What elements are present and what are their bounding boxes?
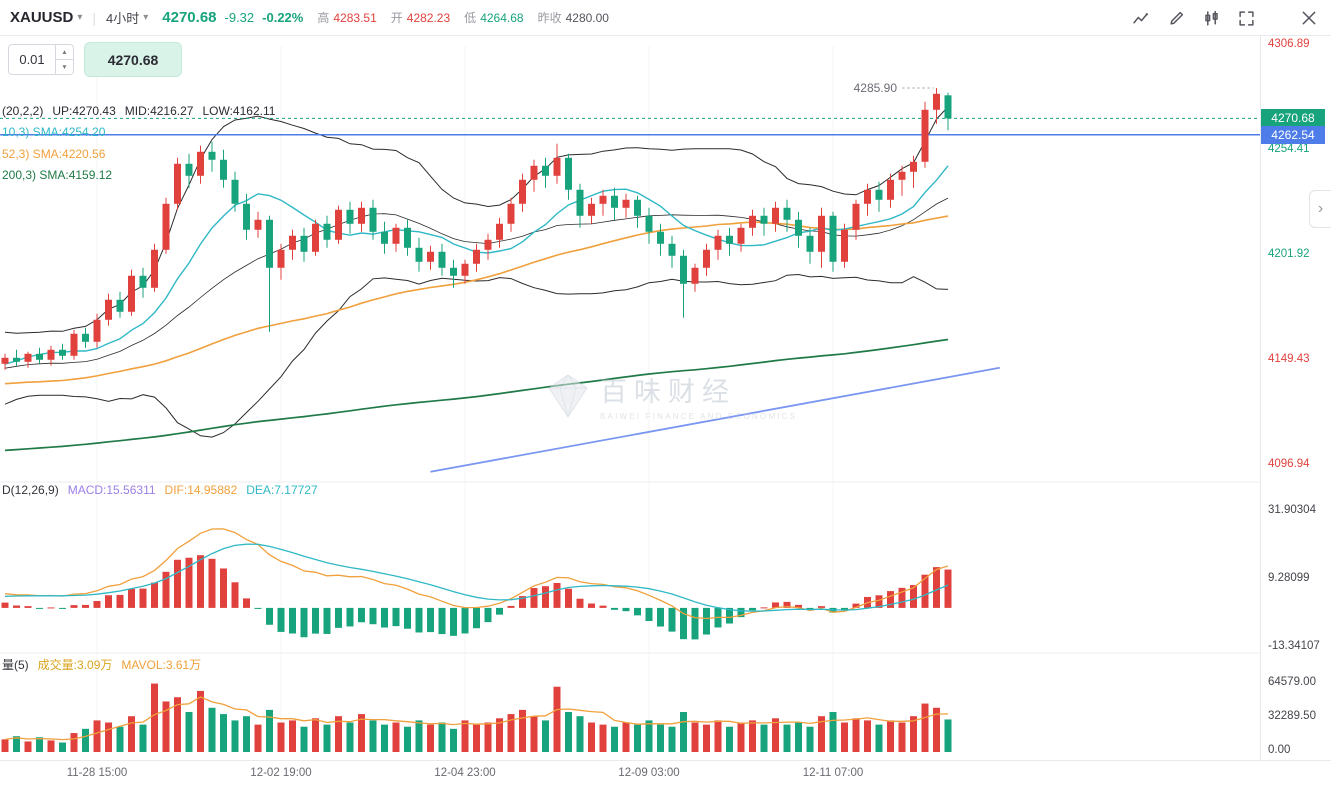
low-value: 4264.68 xyxy=(480,11,524,25)
selected-price-badge: 4262.54 xyxy=(1261,126,1325,144)
prev-close-label: 昨收 xyxy=(537,11,562,25)
macd-axis-label: 9.28099 xyxy=(1268,571,1310,584)
macd-axis-label: -13.34107 xyxy=(1268,640,1320,652)
panel-expand-tab[interactable]: › xyxy=(1309,190,1331,228)
price-axis-label: 4201.92 xyxy=(1268,247,1310,260)
topbar-actions xyxy=(1131,0,1319,36)
last-price: 4270.68 xyxy=(162,9,217,26)
time-axis-label: 12-11 07:00 xyxy=(802,767,864,779)
price-axis-label: 4149.43 xyxy=(1268,352,1310,365)
high-label: 高 xyxy=(317,11,330,25)
price-axis[interactable]: 4306.89 4254.41 4201.92 4149.43 4096.94 31.90… xyxy=(1260,36,1331,787)
last-price-badge: 4270.68 xyxy=(1261,109,1325,127)
volume-axis-label: 0.00 xyxy=(1268,744,1291,756)
close-icon[interactable] xyxy=(1299,8,1319,28)
chevron-right-icon: › xyxy=(1317,200,1324,217)
volume-axis-label: 64579.00 xyxy=(1268,675,1316,688)
stat-open: 开 4282.23 xyxy=(391,9,450,26)
indicator-icon[interactable] xyxy=(1131,8,1151,28)
time-axis-label: 12-09 03:00 xyxy=(618,767,680,779)
compare-icon[interactable] xyxy=(1201,8,1221,28)
price-change: -9.32 xyxy=(224,10,255,25)
time-axis-label: 12-04 23:00 xyxy=(434,767,496,779)
low-label: 低 xyxy=(464,11,477,25)
step-down-icon[interactable]: ▼ xyxy=(61,63,68,71)
draw-icon[interactable] xyxy=(1166,8,1186,28)
quantity-value[interactable]: 0.01 xyxy=(19,52,45,67)
open-label: 开 xyxy=(390,11,403,25)
high-value: 4283.51 xyxy=(333,11,377,25)
stat-high: 高 4283.51 xyxy=(317,9,376,26)
interval-label: 4小时 xyxy=(106,11,140,26)
chevron-down-icon: ▾ xyxy=(77,12,83,23)
stat-prev-close: 昨收 4280.00 xyxy=(538,9,609,26)
prev-close-value: 4280.00 xyxy=(565,11,609,25)
open-value: 4282.23 xyxy=(406,11,451,25)
time-axis-label: 11-28 15:00 xyxy=(66,767,128,779)
time-axis[interactable]: 11-28 15:00 12-02 19:00 12-04 23:00 12-09 0… xyxy=(0,760,1331,787)
price-change-pct: -0.22% xyxy=(262,10,304,25)
interval-selector[interactable]: 4小时 ▾ xyxy=(106,8,148,27)
step-up-icon[interactable]: ▲ xyxy=(56,45,73,60)
divider: | xyxy=(92,9,97,26)
price-axis-label: 4306.89 xyxy=(1268,38,1310,50)
time-axis-label: 12-02 19:00 xyxy=(250,767,312,779)
price-axis-label: 4096.94 xyxy=(1268,457,1310,470)
volume-axis-label: 32289.50 xyxy=(1268,709,1316,722)
macd-axis-label: 31.90304 xyxy=(1268,503,1316,516)
symbol-label: XAUUSD xyxy=(10,9,74,26)
quantity-stepper: 0.01 ▲ ▼ xyxy=(8,44,74,75)
chevron-down-icon: ▾ xyxy=(143,12,149,23)
stat-low: 低 4264.68 xyxy=(464,9,523,26)
price-axis-label: 4254.41 xyxy=(1268,142,1310,155)
stepper: ▲ ▼ xyxy=(55,45,73,74)
symbol-selector[interactable]: XAUUSD ▾ xyxy=(10,9,82,26)
trade-price-button[interactable]: 4270.68 xyxy=(84,42,182,77)
fullscreen-icon[interactable] xyxy=(1236,8,1256,28)
chart-canvas[interactable] xyxy=(0,36,1260,760)
